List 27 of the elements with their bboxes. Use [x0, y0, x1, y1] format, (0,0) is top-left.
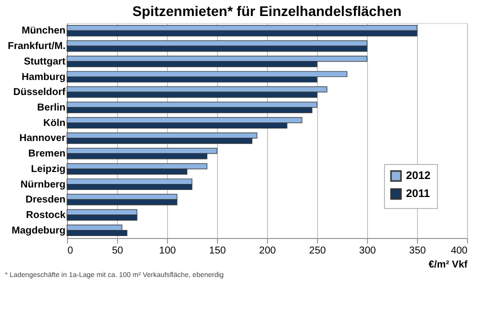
x-tick-label: 300 — [359, 246, 376, 256]
y-tick-label: Hannover — [19, 133, 66, 144]
y-tick-label: München — [22, 26, 66, 37]
legend-label: 2011 — [406, 188, 430, 200]
y-tick-label: Hamburg — [22, 72, 66, 83]
chart-title: Spitzenmieten* für Einzelhandelsflächen — [132, 3, 402, 19]
y-tick-label: Magdeburg — [12, 225, 66, 236]
y-tick-label: Dresden — [25, 194, 66, 206]
y-tick-label: Rostock — [26, 210, 66, 221]
x-tick-label: 200 — [259, 246, 276, 256]
legend-label: 2012 — [406, 170, 430, 182]
y-tick-label: Bremen — [28, 148, 66, 160]
x-tick-label: 0 — [68, 246, 74, 256]
y-tick-label: Köln — [43, 118, 66, 129]
y-tick-label: Düsseldorf — [13, 87, 66, 98]
x-tick-label: 400 — [450, 246, 468, 256]
y-tick-label: Nürnberg — [20, 179, 66, 190]
y-tick-label: Berlin — [37, 102, 66, 114]
x-axis-title: €/m² Vkf — [428, 260, 468, 270]
y-tick-label: Leipzig — [31, 164, 66, 175]
x-tick-label: 150 — [209, 246, 226, 256]
x-tick-label: 350 — [409, 246, 426, 256]
x-tick-label: 50 — [112, 246, 124, 256]
y-tick-label: Stuttgart — [24, 56, 66, 68]
x-tick-label: 250 — [309, 246, 326, 256]
x-tick-label: 100 — [159, 246, 176, 256]
y-tick-label: Frankfurt/M. — [8, 41, 66, 52]
